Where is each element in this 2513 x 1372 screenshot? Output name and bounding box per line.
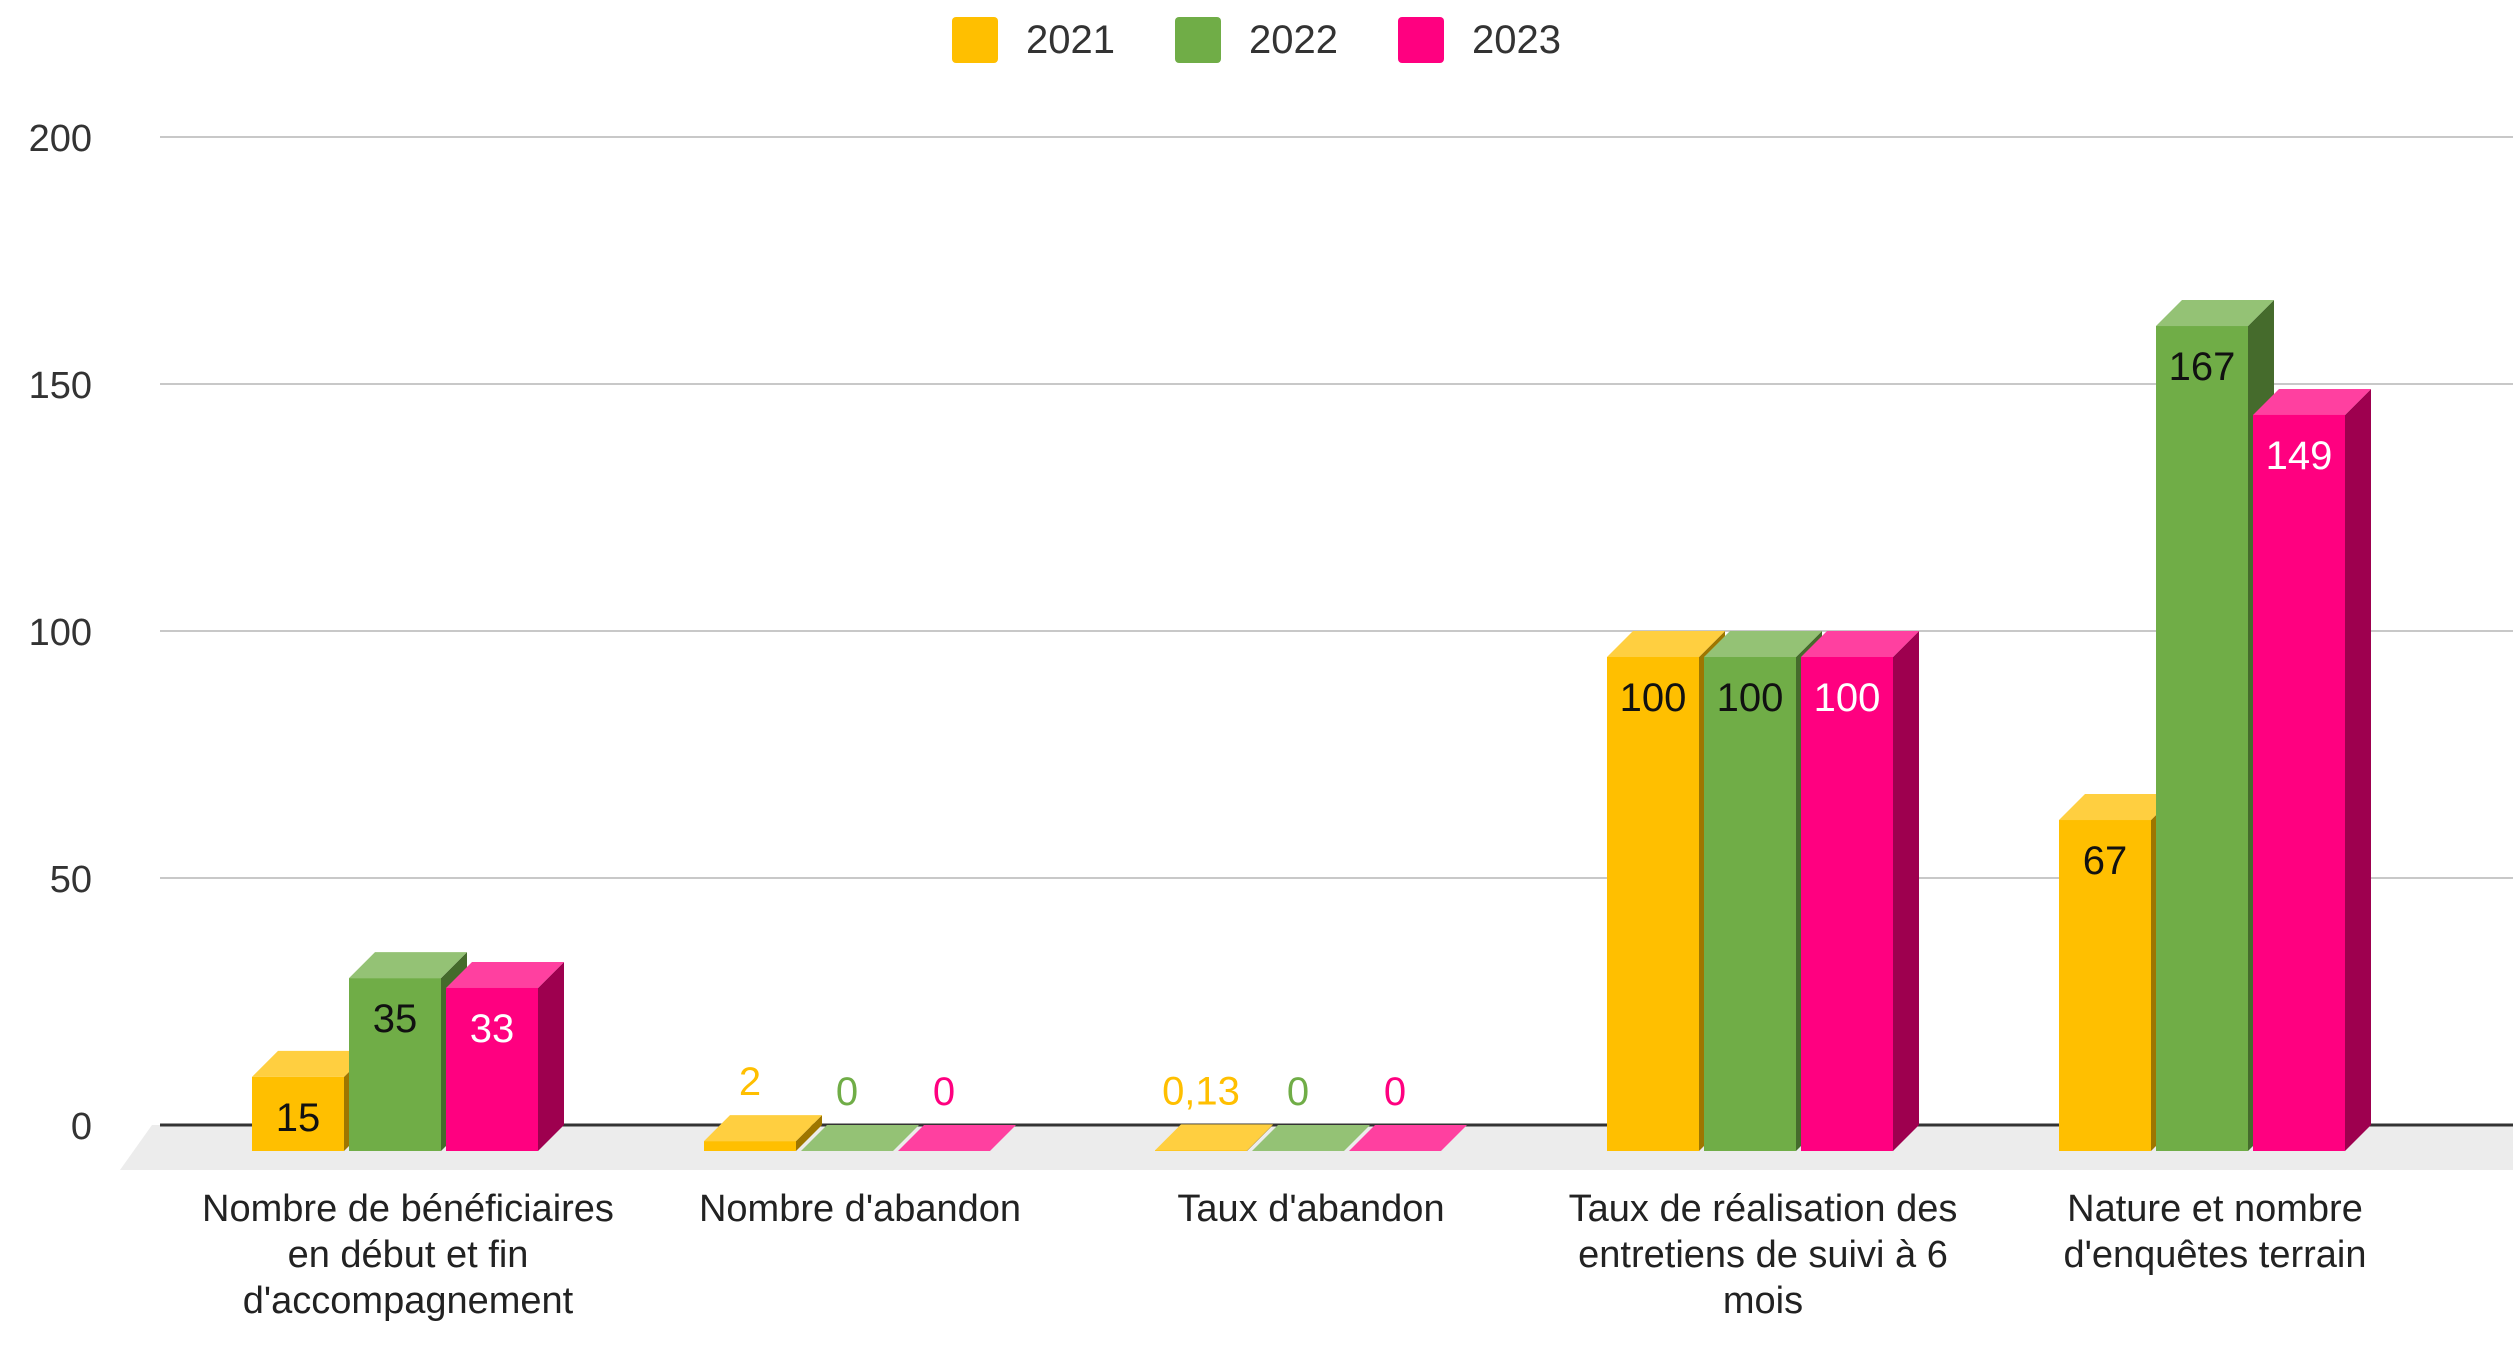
bar-top bbox=[446, 961, 564, 988]
legend-label-2023: 2023 bbox=[1471, 17, 1561, 62]
bar-top bbox=[2253, 388, 2371, 415]
y-tick-label: 0 bbox=[71, 1106, 92, 1148]
bar-side bbox=[1893, 631, 1919, 1151]
bar-top bbox=[2059, 794, 2177, 821]
y-tick-label: 200 bbox=[29, 118, 92, 160]
bar-side bbox=[796, 1115, 822, 1151]
bar-side bbox=[1247, 1124, 1273, 1151]
bar bbox=[446, 987, 538, 1151]
data-label: 0,13 bbox=[1162, 1069, 1240, 1113]
data-label: 0 bbox=[836, 1070, 858, 1114]
legend-swatch-2022 bbox=[1175, 17, 1221, 63]
bar-top bbox=[2156, 300, 2274, 327]
bar-top bbox=[898, 1125, 1016, 1151]
bar bbox=[349, 978, 441, 1151]
x-category-label-2: Nombre d'abandon bbox=[698, 1188, 1022, 1230]
bar-side bbox=[2345, 388, 2371, 1151]
bar-top bbox=[1349, 1125, 1467, 1151]
bar-top bbox=[1704, 631, 1822, 657]
bar-top bbox=[1607, 631, 1725, 657]
data-label: 2 bbox=[739, 1060, 761, 1104]
bar-top bbox=[252, 1050, 370, 1077]
x-category-label-3: Taux d'abandon bbox=[1177, 1188, 1445, 1230]
data-label: 67 bbox=[2083, 839, 2128, 883]
y-tick-label: 150 bbox=[29, 365, 92, 407]
data-label: 100 bbox=[1814, 676, 1881, 720]
bar bbox=[2156, 326, 2248, 1151]
bar bbox=[1801, 657, 1893, 1151]
legend: 2021 2022 2023 bbox=[0, 8, 2513, 72]
bar bbox=[1607, 657, 1699, 1151]
bar bbox=[252, 1076, 344, 1151]
x-category-label-5: Nature et nombre d'enquêtes terrain bbox=[2063, 1188, 2367, 1276]
y-tick-label: 100 bbox=[29, 612, 92, 654]
bar bbox=[1155, 1150, 1247, 1151]
y-tick-label: 50 bbox=[50, 859, 92, 901]
legend-label-2021: 2021 bbox=[1026, 17, 1115, 62]
bar-top bbox=[1801, 631, 1919, 657]
legend-item-2021[interactable]: 2021 bbox=[952, 17, 1115, 63]
data-label: 167 bbox=[2169, 345, 2236, 389]
bar-top bbox=[704, 1115, 822, 1142]
bar-side bbox=[538, 961, 564, 1151]
bar-top bbox=[801, 1125, 919, 1151]
data-label: 100 bbox=[1620, 676, 1687, 720]
legend-swatch-2023 bbox=[1397, 17, 1444, 63]
legend-item-2023[interactable]: 2023 bbox=[1397, 17, 1561, 63]
bar bbox=[1704, 657, 1796, 1151]
bar bbox=[2253, 414, 2345, 1151]
legend-label-2022: 2022 bbox=[1249, 17, 1338, 62]
legend-swatch-2021 bbox=[952, 17, 999, 63]
bar bbox=[704, 1141, 796, 1151]
data-label: 0 bbox=[1287, 1070, 1309, 1114]
x-category-label-1: Nombre de bénéficiaires en début et fin … bbox=[202, 1188, 614, 1322]
data-label: 100 bbox=[1717, 676, 1784, 720]
data-label: 0 bbox=[1384, 1070, 1406, 1114]
bar-top bbox=[349, 952, 467, 979]
data-label: 0 bbox=[933, 1070, 955, 1114]
legend-item-2022[interactable]: 2022 bbox=[1175, 17, 1338, 63]
bar-top bbox=[1252, 1125, 1370, 1151]
data-label: 35 bbox=[373, 997, 418, 1041]
data-label: 15 bbox=[276, 1096, 321, 1140]
x-category-label-4: Taux de réalisation des entretiens de su… bbox=[1568, 1188, 1958, 1322]
bar bbox=[2059, 820, 2151, 1151]
data-label: 33 bbox=[470, 1007, 515, 1051]
bar-top bbox=[1155, 1124, 1273, 1151]
data-label: 149 bbox=[2266, 434, 2333, 478]
